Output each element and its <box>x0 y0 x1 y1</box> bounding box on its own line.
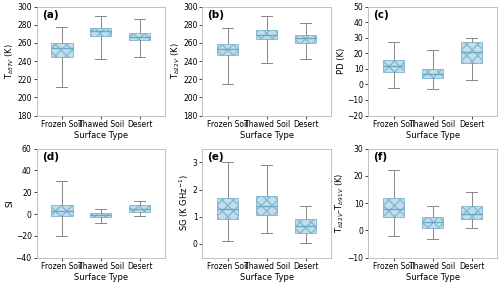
PathPatch shape <box>90 213 112 217</box>
X-axis label: Surface Type: Surface Type <box>74 273 128 282</box>
Y-axis label: SG (K GHz$^{-1}$): SG (K GHz$^{-1}$) <box>178 175 192 231</box>
Text: (c): (c) <box>374 10 390 20</box>
PathPatch shape <box>129 205 150 212</box>
X-axis label: Surface Type: Surface Type <box>74 131 128 140</box>
PathPatch shape <box>90 28 112 36</box>
Y-axis label: PD (K): PD (K) <box>337 48 346 74</box>
PathPatch shape <box>51 43 72 56</box>
PathPatch shape <box>295 35 316 43</box>
X-axis label: Surface Type: Surface Type <box>406 273 460 282</box>
PathPatch shape <box>129 33 150 40</box>
PathPatch shape <box>51 205 72 216</box>
Y-axis label: T$_{b22V}$-T$_{b91V}$ (K): T$_{b22V}$-T$_{b91V}$ (K) <box>334 173 346 233</box>
Text: (b): (b) <box>208 10 224 20</box>
PathPatch shape <box>295 219 316 233</box>
Text: (f): (f) <box>374 152 388 162</box>
Y-axis label: T$_{b22V}$ (K): T$_{b22V}$ (K) <box>169 43 181 80</box>
Y-axis label: T$_{b37V}$ (K): T$_{b37V}$ (K) <box>3 43 16 79</box>
PathPatch shape <box>383 60 404 72</box>
X-axis label: Surface Type: Surface Type <box>240 131 294 140</box>
PathPatch shape <box>461 206 482 219</box>
X-axis label: Surface Type: Surface Type <box>240 273 294 282</box>
PathPatch shape <box>256 30 278 39</box>
PathPatch shape <box>217 198 238 219</box>
X-axis label: Surface Type: Surface Type <box>406 131 460 140</box>
Text: (e): (e) <box>208 152 224 162</box>
PathPatch shape <box>256 196 278 215</box>
PathPatch shape <box>383 198 404 217</box>
Text: (d): (d) <box>42 152 58 162</box>
PathPatch shape <box>422 217 444 228</box>
Y-axis label: SI: SI <box>5 199 14 207</box>
PathPatch shape <box>461 42 482 63</box>
Text: (a): (a) <box>42 10 58 20</box>
PathPatch shape <box>217 44 238 55</box>
PathPatch shape <box>422 69 444 78</box>
